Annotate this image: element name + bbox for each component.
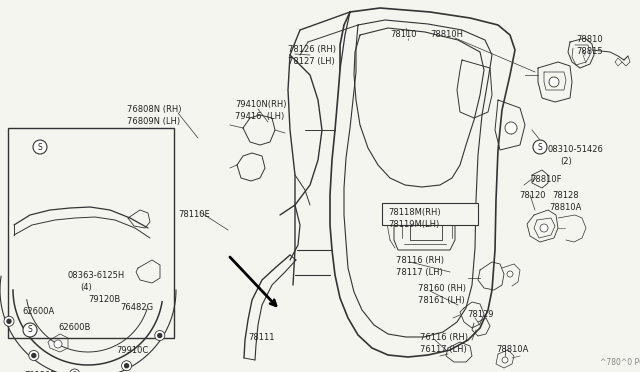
Text: 78116 (RH): 78116 (RH): [396, 256, 444, 265]
Circle shape: [122, 361, 132, 371]
Text: (4): (4): [80, 283, 92, 292]
Text: 78810F: 78810F: [530, 175, 561, 184]
Text: 62600B: 62600B: [58, 323, 90, 332]
Circle shape: [23, 323, 37, 337]
Text: 78127 (LH): 78127 (LH): [288, 57, 335, 66]
Text: 78161 (LH): 78161 (LH): [418, 296, 465, 305]
Circle shape: [540, 224, 548, 232]
Circle shape: [507, 271, 513, 277]
Text: (2): (2): [560, 157, 572, 166]
Circle shape: [125, 364, 129, 368]
Text: 78128: 78128: [552, 191, 579, 200]
Text: 79416  (LH): 79416 (LH): [235, 112, 284, 121]
Text: 78810: 78810: [576, 35, 603, 44]
Circle shape: [32, 353, 36, 357]
Text: S: S: [538, 142, 542, 151]
Text: 78110: 78110: [390, 30, 417, 39]
Text: S: S: [28, 326, 33, 334]
Bar: [382, 203, 478, 225]
Circle shape: [502, 357, 508, 363]
Text: 78810A: 78810A: [549, 203, 581, 212]
Text: 79910C: 79910C: [116, 346, 148, 355]
Text: 78111: 78111: [248, 333, 275, 342]
Text: 62600A: 62600A: [22, 307, 54, 316]
Text: 78129: 78129: [467, 310, 493, 319]
Text: 78119M(LH): 78119M(LH): [388, 220, 439, 229]
Circle shape: [533, 140, 547, 154]
Text: 78815: 78815: [576, 47, 603, 56]
Text: S: S: [38, 142, 42, 151]
Text: ^780^0 P0: ^780^0 P0: [600, 358, 640, 367]
Text: 78118M(RH): 78118M(RH): [388, 208, 440, 217]
Circle shape: [54, 340, 62, 348]
Text: 78117 (LH): 78117 (LH): [396, 268, 443, 277]
Text: 76117 (LH): 76117 (LH): [420, 345, 467, 354]
Circle shape: [155, 331, 164, 340]
Text: 08310-51426: 08310-51426: [548, 145, 604, 154]
Text: 78120: 78120: [519, 191, 545, 200]
Circle shape: [33, 140, 47, 154]
Bar: [8, 128, 174, 338]
Text: 78810H: 78810H: [430, 30, 463, 39]
Text: 78160 (RH): 78160 (RH): [418, 284, 466, 293]
Circle shape: [549, 77, 559, 87]
Text: 78810A: 78810A: [496, 345, 529, 354]
Circle shape: [7, 319, 11, 323]
Text: 76808N (RH): 76808N (RH): [127, 105, 182, 114]
Circle shape: [505, 122, 517, 134]
Circle shape: [4, 316, 14, 326]
Text: 76482G: 76482G: [120, 303, 153, 312]
Circle shape: [70, 369, 80, 372]
Text: 79120B: 79120B: [88, 295, 120, 304]
Text: 76116 (RH): 76116 (RH): [420, 333, 468, 342]
Text: 76809N (LH): 76809N (LH): [127, 117, 180, 126]
Circle shape: [29, 350, 39, 360]
Text: 79410N(RH): 79410N(RH): [235, 100, 287, 109]
Text: 79120B: 79120B: [24, 371, 56, 372]
Text: 78110E: 78110E: [178, 210, 210, 219]
Text: 08363-6125H: 08363-6125H: [68, 271, 125, 280]
Text: 78126 (RH): 78126 (RH): [288, 45, 336, 54]
Circle shape: [158, 334, 162, 337]
